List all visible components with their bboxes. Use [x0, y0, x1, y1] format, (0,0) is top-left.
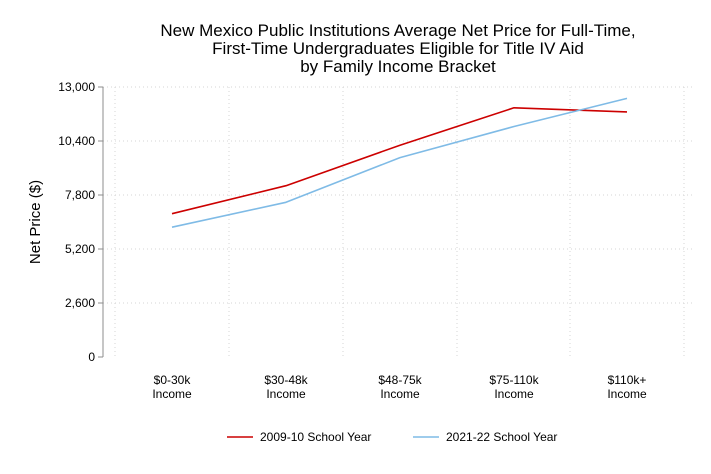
x-tick-label-line: Income: [607, 387, 647, 401]
x-tick-label: $30-48k Income: [264, 373, 308, 401]
y-tick-label: 13,000: [58, 80, 95, 94]
x-tick-label-line: $30-48k: [264, 373, 308, 387]
x-tick-label-line: Income: [494, 387, 534, 401]
y-tick-label: 5,200: [65, 242, 95, 256]
series-lines: [171, 97, 628, 228]
x-tick-label-line: Income: [266, 387, 306, 401]
x-tick-label: $48-75k Income: [378, 373, 422, 401]
x-tick-label: $110k+ Income: [607, 373, 647, 401]
y-tick-label: 7,800: [65, 188, 95, 202]
x-tick-label-line: $75-110k: [489, 373, 539, 387]
x-tick-label-line: Income: [152, 387, 192, 401]
chart-title-line-2: First-Time Undergraduates Eligible for T…: [212, 39, 584, 58]
x-tick-label-line: $0-30k: [154, 373, 192, 387]
y-tick-label: 2,600: [65, 296, 95, 310]
y-tick-label: 0: [88, 350, 95, 364]
chart-title-line-3: by Family Income Bracket: [300, 57, 496, 76]
x-tick-label-line: Income: [380, 387, 420, 401]
legend-label: 2009-10 School Year: [260, 430, 371, 444]
legend: 2009-10 School Year 2021-22 School Year: [227, 430, 557, 444]
legend-label: 2021-22 School Year: [446, 430, 557, 444]
chart-title-line-1: New Mexico Public Institutions Average N…: [160, 21, 635, 40]
x-tick-label: $75-110k Income: [489, 373, 539, 401]
x-tick-label: $0-30k Income: [152, 373, 192, 401]
x-tick-label-line: $48-75k: [378, 373, 422, 387]
y-axis-title: Net Price ($): [27, 180, 44, 264]
x-tick-label-line: $110k+: [608, 373, 647, 387]
series-line-2: [171, 97, 628, 228]
y-tick-label: 10,400: [58, 134, 95, 148]
series-line-1: [171, 107, 628, 215]
grid: [103, 86, 695, 357]
